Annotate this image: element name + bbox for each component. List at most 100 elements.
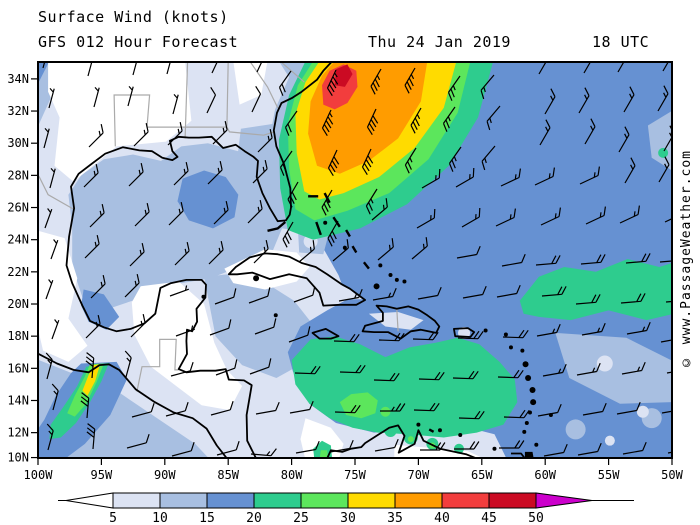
small-island: [373, 283, 380, 290]
wind-barb: [211, 62, 218, 74]
small-island: [428, 428, 435, 433]
political-border: [249, 62, 279, 109]
wind-barb: [583, 62, 592, 74]
legend-left-arrow: [65, 492, 114, 509]
wind-barb: [371, 198, 388, 221]
wind-barb: [85, 352, 95, 379]
wind-barb: [659, 260, 672, 263]
wind-speed-region: [339, 392, 378, 419]
wind-barb: [42, 62, 46, 69]
watermark-text: © www.PassageWeather.com: [678, 150, 694, 370]
wind-barb: [536, 323, 561, 337]
wind-barb: [251, 85, 262, 113]
wind-barb: [366, 108, 379, 136]
wind-speed-region: [233, 62, 268, 105]
wind-barb: [454, 441, 480, 450]
wind-barb: [537, 403, 562, 417]
political-border: [396, 308, 399, 332]
wind-speed-legend: 5 10 15 20 25 30 35 40 45 50: [58, 492, 634, 525]
wind-speed-region: [38, 62, 67, 127]
wind-speed-region: [300, 418, 344, 458]
wind-barb: [372, 287, 397, 301]
wind-barb: [175, 325, 196, 337]
small-island: [492, 446, 497, 451]
small-island: [458, 433, 463, 438]
wind-barb: [87, 62, 93, 77]
small-island: [315, 221, 322, 236]
wind-barb: [404, 147, 417, 174]
wind-barb: [481, 145, 496, 171]
wind-barb: [279, 150, 293, 176]
wind-barb: [540, 207, 561, 226]
wind-barb: [248, 287, 271, 304]
wind-barb: [132, 62, 138, 76]
wind-barb: [83, 163, 99, 188]
wind-barb: [172, 94, 179, 115]
small-island: [362, 261, 370, 270]
small-island: [534, 442, 539, 447]
wind-barb: [207, 160, 223, 185]
wind-barb: [298, 240, 315, 263]
wind-barb: [174, 241, 190, 266]
wind-barb: [86, 423, 96, 450]
wind-speed-region: [658, 147, 669, 158]
wind-barb: [374, 438, 399, 452]
small-island: [524, 420, 529, 425]
lat-label: 26N: [7, 201, 29, 215]
wind-speed-region: [177, 170, 239, 229]
wind-barb: [544, 88, 556, 115]
wind-speed-region: [267, 62, 316, 226]
wind-speed-region: [565, 419, 586, 440]
wind-barb: [257, 128, 273, 153]
wind-speed-region: [38, 230, 88, 362]
lon-label: 50W: [661, 468, 683, 482]
watermark: © www.PassageWeather.com: [674, 62, 698, 458]
wind-barb: [93, 87, 100, 108]
lat-label: 22N: [7, 265, 29, 279]
wind-barb: [247, 199, 263, 224]
political-border: [113, 94, 151, 147]
wind-speed-region: [407, 436, 414, 443]
legend-cell: [441, 492, 490, 509]
wind-barb: [658, 156, 670, 183]
wind-barb: [541, 286, 567, 297]
wind-barb: [620, 293, 646, 304]
wind-barb: [90, 274, 106, 299]
wind-barb: [171, 442, 195, 457]
lon-label: 90W: [154, 468, 176, 482]
small-island: [388, 273, 393, 278]
wind-barb: [420, 442, 446, 451]
legend-cell: [300, 492, 349, 509]
wind-barb: [539, 119, 551, 146]
lat-label: 28N: [7, 168, 29, 182]
wind-barb: [501, 253, 526, 267]
wind-speed-region: [380, 406, 391, 417]
wind-barb: [480, 74, 495, 100]
small-island: [378, 263, 383, 268]
wind-barb: [585, 206, 606, 225]
small-island: [332, 216, 341, 228]
wind-barb: [168, 201, 184, 226]
small-island: [394, 277, 399, 282]
lat-label: 20N: [7, 297, 29, 311]
small-island: [345, 229, 351, 238]
wind-barb: [404, 67, 416, 94]
wind-speed-region: [319, 450, 329, 458]
legend-label: 30: [340, 511, 356, 525]
political-border: [136, 338, 179, 392]
wind-barb: [131, 403, 155, 418]
wind-speed-region: [334, 64, 353, 87]
wind-speed-region: [596, 355, 613, 372]
wind-barb: [542, 363, 567, 377]
small-island: [483, 328, 488, 333]
coastline: [38, 352, 228, 458]
wind-barb: [503, 409, 530, 419]
wind-speed-region: [82, 364, 101, 396]
wind-barb: [575, 294, 601, 305]
wind-barb: [617, 62, 625, 73]
lat-label: 18N: [7, 329, 29, 343]
wind-barb: [249, 358, 272, 375]
model-forecast-label: GFS 012 Hour Forecast: [38, 33, 239, 51]
wind-barb: [209, 319, 232, 336]
small-island: [253, 275, 260, 282]
